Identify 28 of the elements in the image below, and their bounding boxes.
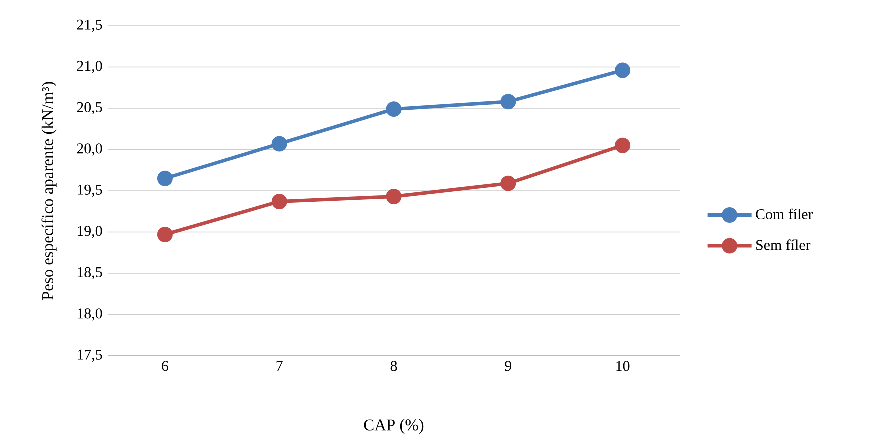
y-tick-label: 21,5 — [77, 20, 102, 32]
point — [272, 136, 288, 152]
point — [500, 176, 516, 192]
point — [615, 62, 631, 78]
point — [386, 102, 402, 118]
point — [386, 189, 402, 205]
point — [615, 138, 631, 154]
y-tick-label: 20,0 — [77, 144, 102, 156]
y-axis-title: Peso específico aparente (kN/m³) — [42, 82, 57, 300]
x-tick-label: 10 — [616, 361, 630, 372]
y-tick-label: 21,0 — [77, 61, 102, 74]
legend-label: Sem fíler — [756, 240, 811, 250]
x-tick-label: 7 — [276, 361, 283, 371]
point — [157, 170, 173, 186]
y-tick-label: 18,5 — [78, 267, 102, 280]
point — [500, 94, 516, 110]
legend-label: Com fíler — [756, 208, 814, 220]
point — [157, 226, 173, 242]
y-tick-label: 19,5 — [78, 184, 102, 198]
x-tick-label: 8 — [390, 361, 398, 372]
x-tick-label: 9 — [505, 361, 512, 372]
x-tick-label: 6 — [162, 361, 168, 372]
point — [272, 194, 288, 210]
y-tick-label: 20,5 — [77, 102, 102, 115]
y-tick-label: 17,5 — [78, 350, 102, 362]
y-tick-label: 18,0 — [78, 308, 102, 321]
x-axis-title: CAP (%) — [364, 419, 424, 434]
y-tick-label: 19,0 — [78, 226, 102, 238]
